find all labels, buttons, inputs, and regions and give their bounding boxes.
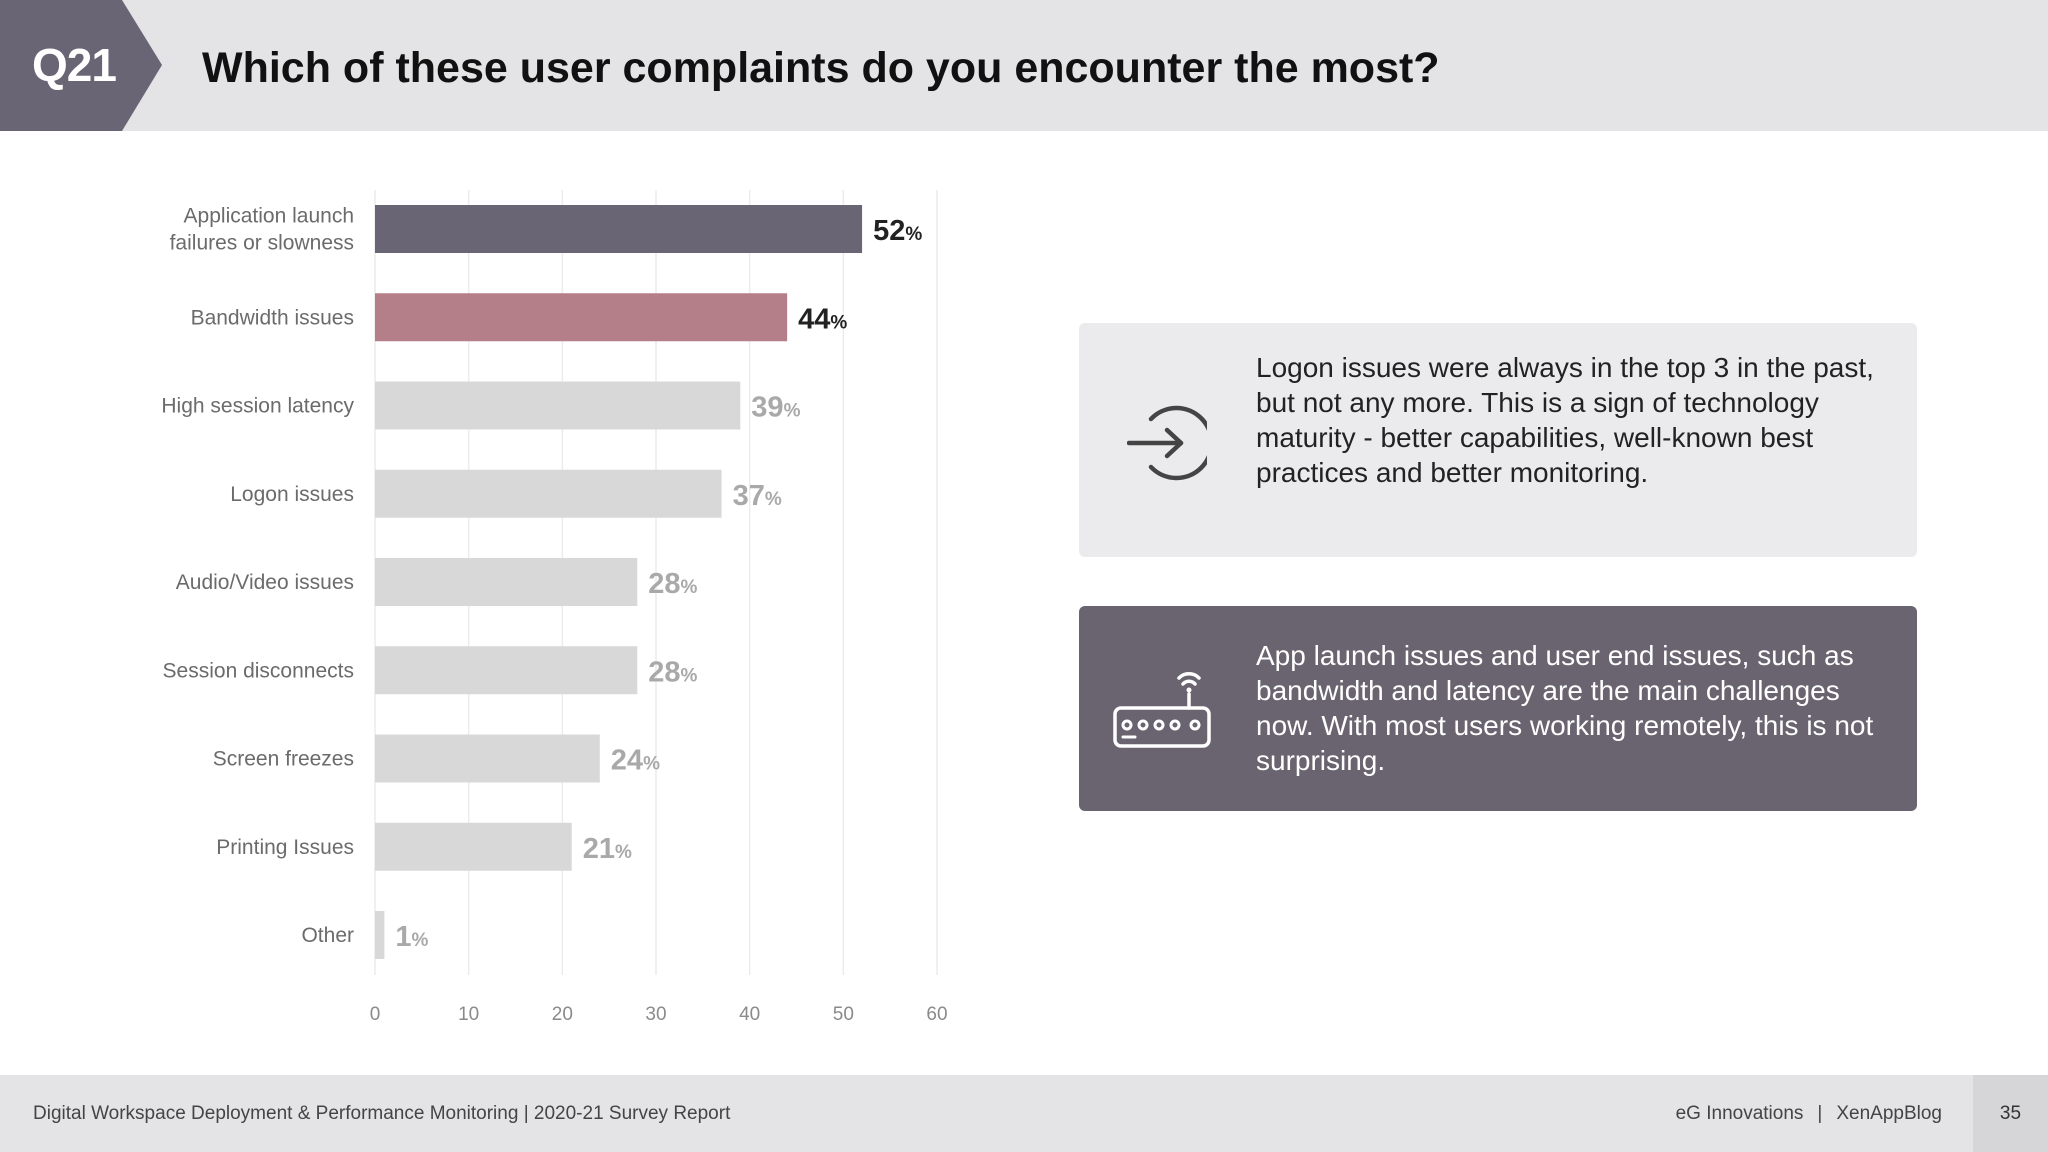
- x-tick-label: 40: [739, 1004, 760, 1025]
- category-label: Printing Issues: [216, 836, 354, 859]
- blog-name: XenAppBlog: [1836, 1103, 1942, 1124]
- footer-bar: Digital Workspace Deployment & Performan…: [0, 1075, 2048, 1152]
- data-label: 28%: [648, 568, 697, 600]
- bar: [375, 469, 722, 518]
- bar: [375, 558, 638, 606]
- footer-separator: |: [1817, 1103, 1823, 1124]
- data-label: 1%: [395, 921, 428, 953]
- category-label: Logon issues: [230, 483, 354, 506]
- category-label: Session disconnects: [163, 659, 354, 682]
- data-label: 52%: [873, 215, 922, 247]
- x-tick-label: 10: [458, 1004, 479, 1025]
- bar: [375, 911, 385, 959]
- footer-credits: eG Innovations | XenAppBlog: [1676, 1075, 1942, 1152]
- bar: [375, 381, 741, 430]
- category-label: Bandwidth issues: [191, 306, 354, 329]
- header-bar: Q21 Which of these user complaints do yo…: [0, 0, 2048, 131]
- bandwidth-insight-text: App launch issues and user end issues, s…: [1256, 640, 1874, 776]
- x-tick-label: 30: [645, 1004, 666, 1025]
- page-number: 35: [1973, 1075, 2048, 1152]
- category-label: Other: [301, 924, 354, 947]
- data-label: 39%: [751, 392, 800, 424]
- question-number: Q21: [32, 39, 117, 91]
- x-tick-label: 50: [833, 1004, 854, 1025]
- category-label: Audio/Video issues: [176, 571, 354, 594]
- question-badge: [0, 0, 162, 131]
- bar: [375, 734, 600, 783]
- logon-arrow-icon: [1127, 405, 1207, 481]
- bandwidth-insight-card: App launch issues and user end issues, s…: [1079, 606, 1917, 811]
- data-label: 37%: [733, 480, 782, 512]
- bar: [375, 646, 638, 695]
- category-label: Application launch failures or slowness: [170, 205, 354, 255]
- x-tick-label: 60: [926, 1004, 947, 1025]
- x-tick-label: 0: [370, 1004, 381, 1025]
- company-name: eG Innovations: [1675, 1103, 1804, 1124]
- report-title: Digital Workspace Deployment & Performan…: [33, 1103, 731, 1124]
- router-wifi-icon: [1113, 672, 1211, 748]
- page-title: Which of these user complaints do you en…: [202, 44, 1440, 92]
- x-tick-label: 20: [552, 1004, 573, 1025]
- logon-insight-text: Logon issues were always in the top 3 in…: [1256, 352, 1874, 488]
- data-label: 21%: [583, 833, 632, 865]
- bar: [375, 293, 788, 342]
- bar: [375, 205, 863, 253]
- data-label: 44%: [798, 303, 847, 335]
- bar-chart: 0 10 20 30 40 50 60 Application launch failures …: [161, 190, 948, 1025]
- data-label: 24%: [611, 745, 660, 777]
- data-label: 28%: [648, 656, 697, 688]
- category-label: High session latency: [161, 395, 354, 418]
- category-label: Screen freezes: [213, 748, 354, 771]
- logon-insight-card: Logon issues were always in the top 3 in…: [1079, 323, 1917, 557]
- bar: [375, 822, 572, 871]
